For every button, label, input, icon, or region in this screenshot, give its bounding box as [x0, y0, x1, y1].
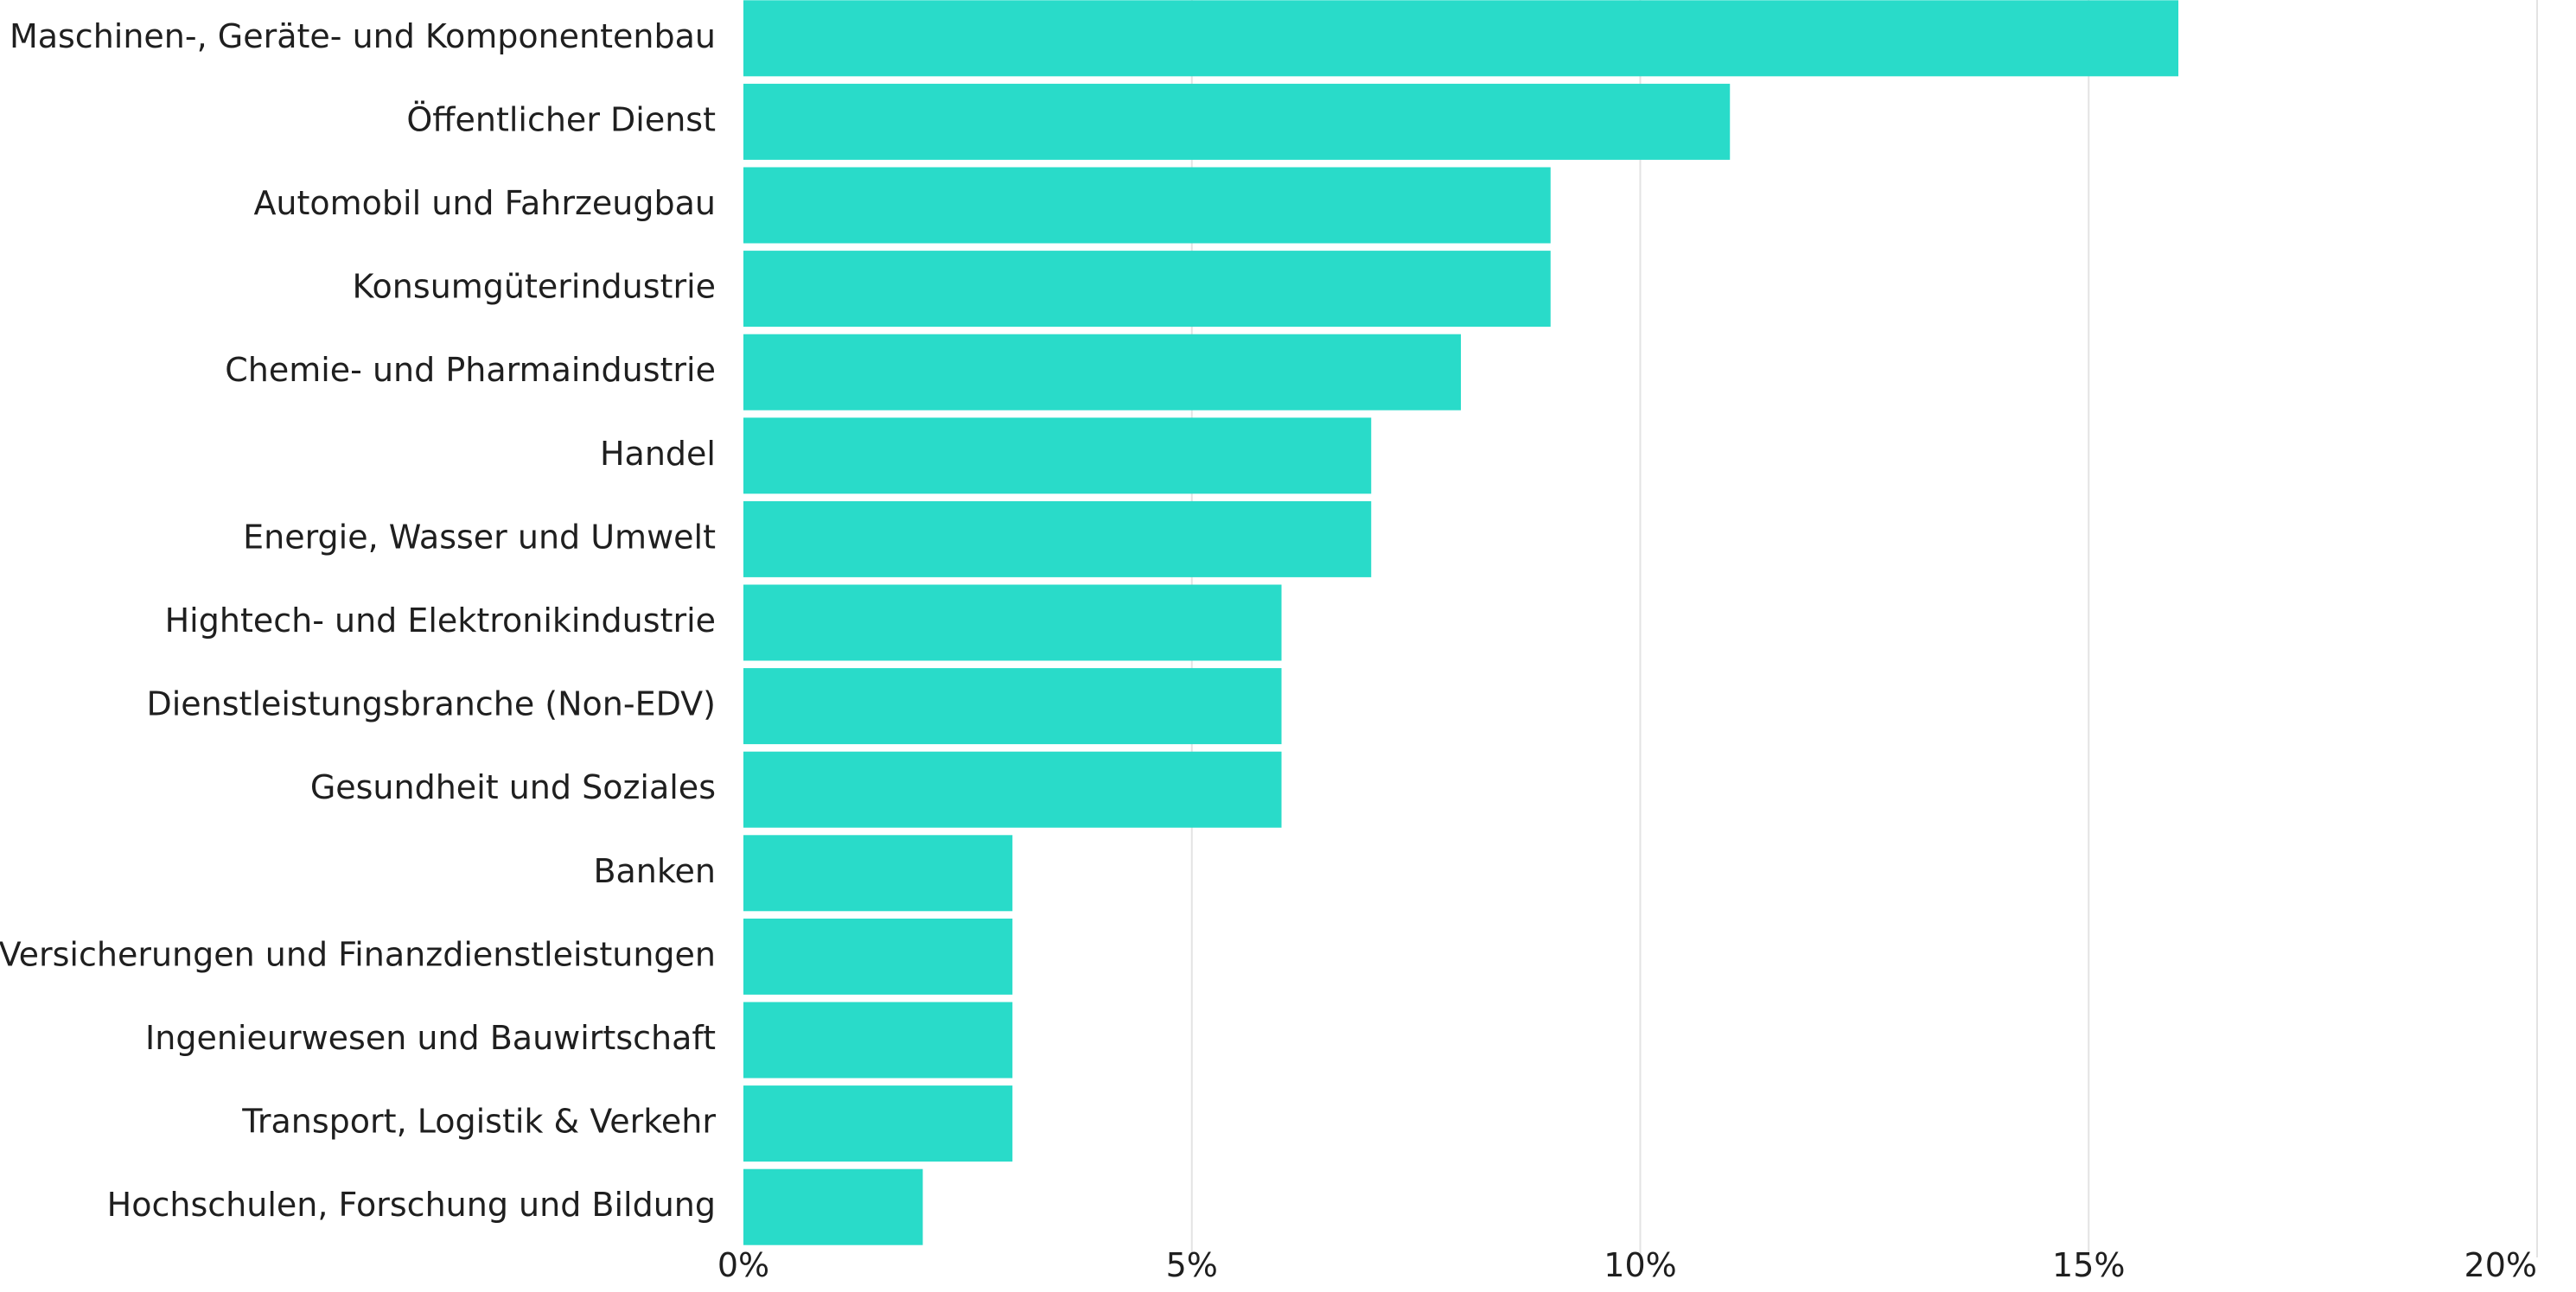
bar[interactable] [743, 1002, 1013, 1079]
category-label: Ingenieurwesen und Bauwirtschaft [145, 1019, 716, 1057]
x-tick-label: 10% [1604, 1246, 1676, 1284]
category-label: Banken [593, 852, 716, 890]
bar[interactable] [743, 751, 1282, 828]
bar[interactable] [743, 251, 1551, 328]
bar[interactable] [743, 83, 1731, 160]
category-label: Chemie- und Pharmaindustrie [225, 351, 716, 389]
bar[interactable] [743, 1168, 923, 1245]
category-label: Dienstleistungsbranche (Non-EDV) [146, 685, 716, 723]
x-tick-label-layer: 0% 5% 10% 15% 20% [717, 1246, 2537, 1284]
bar-layer [743, 0, 2178, 1245]
category-label: Energie, Wasser und Umwelt [243, 518, 716, 556]
bar[interactable] [743, 417, 1372, 494]
bar[interactable] [743, 500, 1372, 577]
category-label: Öffentlicher Dienst [406, 100, 716, 138]
category-label: Konsumgüterindustrie [353, 268, 716, 306]
bar[interactable] [743, 1085, 1013, 1162]
category-label: Gesundheit und Soziales [310, 768, 716, 806]
x-tick-label: 20% [2464, 1246, 2537, 1284]
bar[interactable] [743, 918, 1013, 995]
bar[interactable] [743, 334, 1461, 411]
category-label: Handel [600, 435, 716, 473]
category-label: Versicherungen und Finanzdienstleistunge… [0, 935, 716, 973]
bar[interactable] [743, 0, 2178, 77]
x-tick-label: 15% [2052, 1246, 2125, 1284]
category-label: Hightech- und Elektronikindustrie [165, 601, 716, 640]
category-label: Transport, Logistik & Verkehr [241, 1103, 716, 1141]
category-label: Automobil und Fahrzeugbau [253, 184, 716, 222]
category-label-layer: Maschinen-, Geräte- und Komponentenbau Öf… [0, 17, 716, 1224]
category-label: Maschinen-, Geräte- und Komponentenbau [10, 17, 716, 55]
x-tick-label: 0% [717, 1246, 769, 1284]
bar[interactable] [743, 835, 1013, 912]
bar[interactable] [743, 668, 1282, 745]
category-label: Hochschulen, Forschung und Bildung [107, 1186, 716, 1224]
x-tick-label: 5% [1166, 1246, 1218, 1284]
bar[interactable] [743, 584, 1282, 661]
bar[interactable] [743, 167, 1551, 244]
